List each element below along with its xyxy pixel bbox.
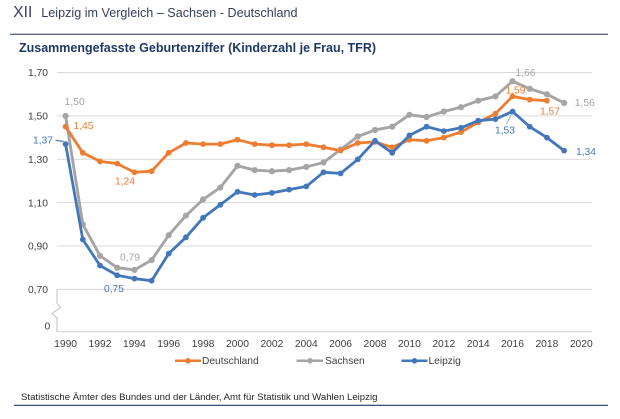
svg-text:1,37: 1,37 <box>33 136 53 147</box>
svg-text:1,50: 1,50 <box>28 112 48 123</box>
svg-text:1,56: 1,56 <box>575 98 595 109</box>
svg-text:1,53: 1,53 <box>495 126 515 137</box>
svg-text:Zusammengefasste Geburtenziffe: Zusammengefasste Geburtenziffer (Kinderz… <box>19 41 376 55</box>
svg-text:2002: 2002 <box>260 339 283 350</box>
svg-text:2004: 2004 <box>295 339 318 350</box>
svg-text:1,30: 1,30 <box>28 155 48 166</box>
svg-text:1,45: 1,45 <box>73 121 93 132</box>
svg-text:Leipzig: Leipzig <box>429 356 462 367</box>
svg-text:0,75: 0,75 <box>104 284 124 295</box>
svg-text:Sachsen: Sachsen <box>325 356 365 367</box>
svg-text:XII: XII <box>13 4 32 21</box>
svg-text:1,50: 1,50 <box>65 97 85 108</box>
svg-text:2008: 2008 <box>364 339 387 350</box>
svg-text:0: 0 <box>44 322 50 333</box>
svg-text:1992: 1992 <box>89 339 112 350</box>
svg-text:2014: 2014 <box>467 339 490 350</box>
svg-text:1,34: 1,34 <box>576 147 596 158</box>
svg-text:Statistische Ämter des Bundes: Statistische Ämter des Bundes und der Lä… <box>21 392 377 403</box>
svg-text:0,70: 0,70 <box>28 285 48 296</box>
svg-text:Deutschland: Deutschland <box>202 356 259 367</box>
svg-text:1,57: 1,57 <box>540 107 560 118</box>
svg-text:1,24: 1,24 <box>115 177 135 188</box>
svg-text:1994: 1994 <box>123 339 146 350</box>
svg-text:0,79: 0,79 <box>120 252 140 263</box>
svg-text:2018: 2018 <box>535 339 558 350</box>
svg-text:1,59: 1,59 <box>505 86 525 97</box>
svg-text:2012: 2012 <box>432 339 455 350</box>
svg-text:2006: 2006 <box>329 339 352 350</box>
svg-text:Leipzig im Vergleich – Sachsen: Leipzig im Vergleich – Sachsen - Deutsch… <box>41 6 297 20</box>
svg-text:1998: 1998 <box>192 339 215 350</box>
svg-text:0,90: 0,90 <box>28 242 48 253</box>
svg-text:1996: 1996 <box>157 339 180 350</box>
svg-text:2000: 2000 <box>226 339 249 350</box>
svg-text:2010: 2010 <box>398 339 421 350</box>
svg-text:2016: 2016 <box>501 339 524 350</box>
svg-text:1,70: 1,70 <box>28 68 48 79</box>
svg-text:2020: 2020 <box>570 339 593 350</box>
svg-text:1,66: 1,66 <box>515 68 535 79</box>
svg-text:1990: 1990 <box>54 339 77 350</box>
svg-text:1,10: 1,10 <box>28 198 48 209</box>
